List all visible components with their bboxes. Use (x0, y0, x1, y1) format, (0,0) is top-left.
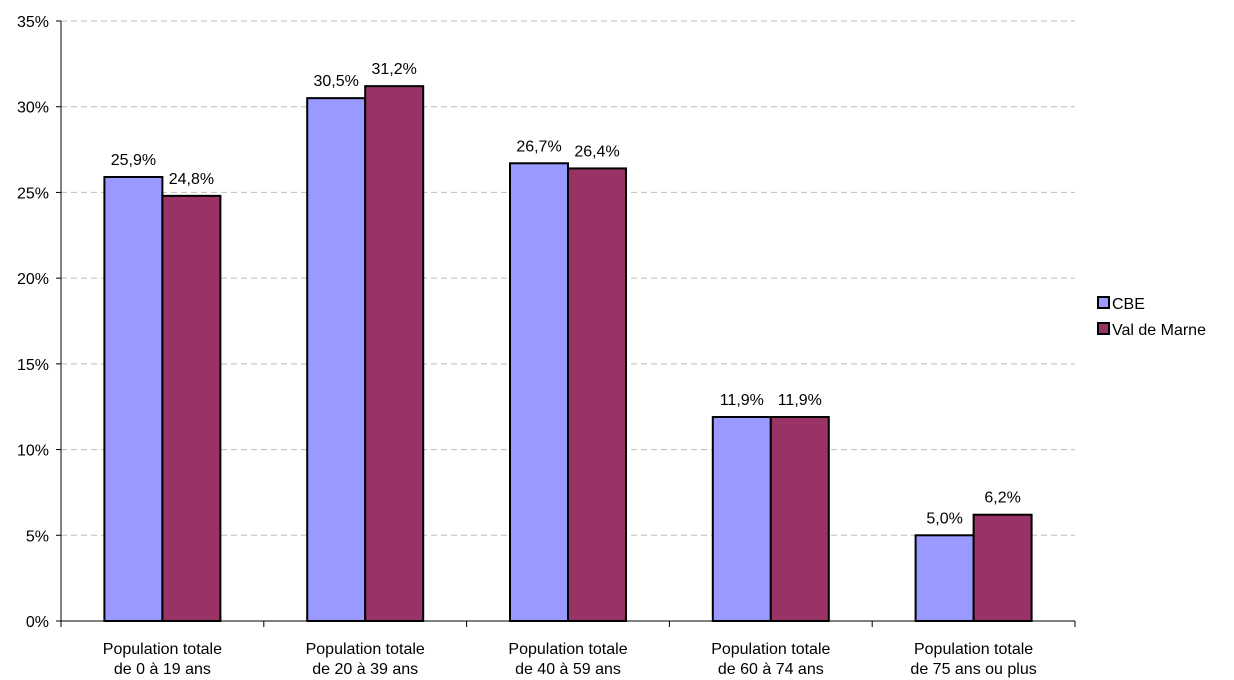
bar-val-de-marne (567, 167, 627, 623)
legend-label: CBE (1112, 296, 1145, 313)
x-category-label: de 20 à 39 ans (312, 661, 418, 678)
grid-layer (61, 20, 1075, 536)
x-category-label: de 0 à 19 ans (114, 661, 211, 678)
bar-cbe (509, 162, 569, 623)
bar-cbe (306, 97, 367, 622)
x-category-label: Population totale (306, 641, 425, 658)
bar-val-de-marne (769, 416, 830, 622)
bar-val-de-marne (161, 194, 222, 622)
bar-cbe (711, 416, 772, 622)
bar-val-de-marne (364, 85, 425, 622)
y-tick-label: 0% (26, 614, 49, 631)
data-label: 24,8% (169, 171, 214, 188)
data-label: 5,0% (926, 510, 962, 527)
data-label: 26,7% (516, 138, 561, 155)
bar-layer (103, 85, 1033, 623)
x-category-label: Population totale (103, 641, 222, 658)
y-tick-label: 10% (17, 443, 49, 460)
x-category-label: Population totale (711, 641, 830, 658)
data-label: 11,9% (778, 392, 822, 409)
data-label: 26,4% (574, 143, 619, 160)
label-layer: 0% 5% 10% 15% 20% 25% 30% 35% 25,9% 24,8% Populati… (17, 14, 1037, 678)
legend-swatch (1097, 296, 1110, 309)
data-label: 30,5% (314, 73, 359, 90)
y-tick-label: 30% (17, 100, 49, 117)
legend-swatch (1097, 322, 1110, 335)
x-category-label: Population totale (914, 641, 1033, 658)
legend-label: Val de Marne (1112, 322, 1206, 339)
axis-layer (56, 20, 1076, 627)
x-category-label: Population totale (508, 641, 627, 658)
data-label: 31,2% (372, 61, 417, 78)
y-tick-label: 15% (17, 357, 49, 374)
bar-cbe (914, 534, 975, 622)
data-label: 25,9% (111, 152, 156, 169)
bar-cbe (103, 176, 164, 622)
legend: CBE Val de Marne (1097, 296, 1206, 339)
x-category-label: de 75 ans ou plus (910, 661, 1036, 678)
y-tick-label: 5% (26, 528, 49, 545)
y-tick-label: 25% (17, 185, 49, 202)
bar-val-de-marne (972, 513, 1033, 623)
x-category-label: de 60 à 74 ans (718, 661, 824, 678)
data-label: 11,9% (720, 392, 764, 409)
data-label: 6,2% (984, 490, 1020, 507)
y-tick-label: 20% (17, 271, 49, 288)
y-tick-label: 35% (17, 14, 49, 31)
x-category-label: de 40 à 59 ans (515, 661, 621, 678)
